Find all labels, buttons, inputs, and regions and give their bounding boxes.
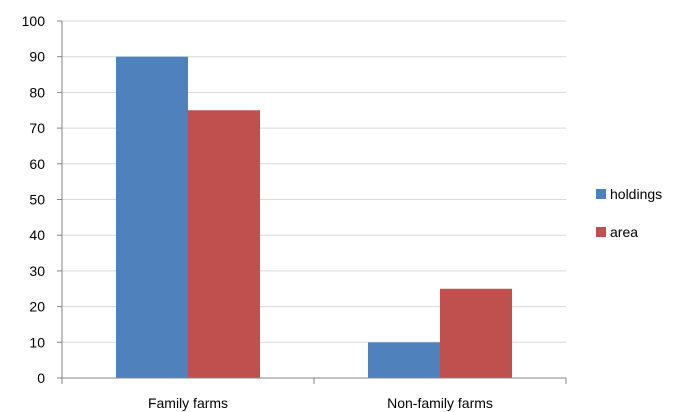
y-axis-ticks: 0 10 20 30 40 50 60 70 80 90 100 bbox=[22, 13, 46, 386]
y-tick-label: 20 bbox=[29, 299, 45, 315]
x-tick-label: Non-family farms bbox=[387, 395, 493, 411]
bar-area-1 bbox=[188, 110, 260, 378]
legend-swatch-holdings bbox=[596, 189, 606, 199]
bar-holdings-1 bbox=[116, 56, 188, 378]
y-tick-label: 10 bbox=[29, 334, 45, 350]
y-tick-label: 80 bbox=[29, 84, 45, 100]
y-tick-label: 70 bbox=[29, 120, 45, 136]
x-tick-label: Family farms bbox=[148, 395, 228, 411]
y-tick-label: 60 bbox=[29, 156, 45, 172]
legend-label-area: area bbox=[610, 224, 638, 240]
bar-area-2 bbox=[440, 288, 512, 378]
y-tick-label: 90 bbox=[29, 49, 45, 65]
y-tick-label: 40 bbox=[29, 227, 45, 243]
y-tick-label: 30 bbox=[29, 263, 45, 279]
y-tick-label: 50 bbox=[29, 192, 45, 208]
x-axis-ticks: Family farms Non-family farms bbox=[148, 395, 493, 411]
y-tick-label: 0 bbox=[37, 370, 45, 386]
bar-holdings-2 bbox=[368, 342, 440, 378]
legend: holdings area bbox=[596, 186, 662, 240]
legend-label-holdings: holdings bbox=[610, 186, 662, 202]
axes bbox=[57, 20, 567, 384]
y-tick-label: 100 bbox=[22, 13, 46, 29]
bars bbox=[116, 56, 512, 378]
legend-swatch-area bbox=[596, 227, 606, 237]
